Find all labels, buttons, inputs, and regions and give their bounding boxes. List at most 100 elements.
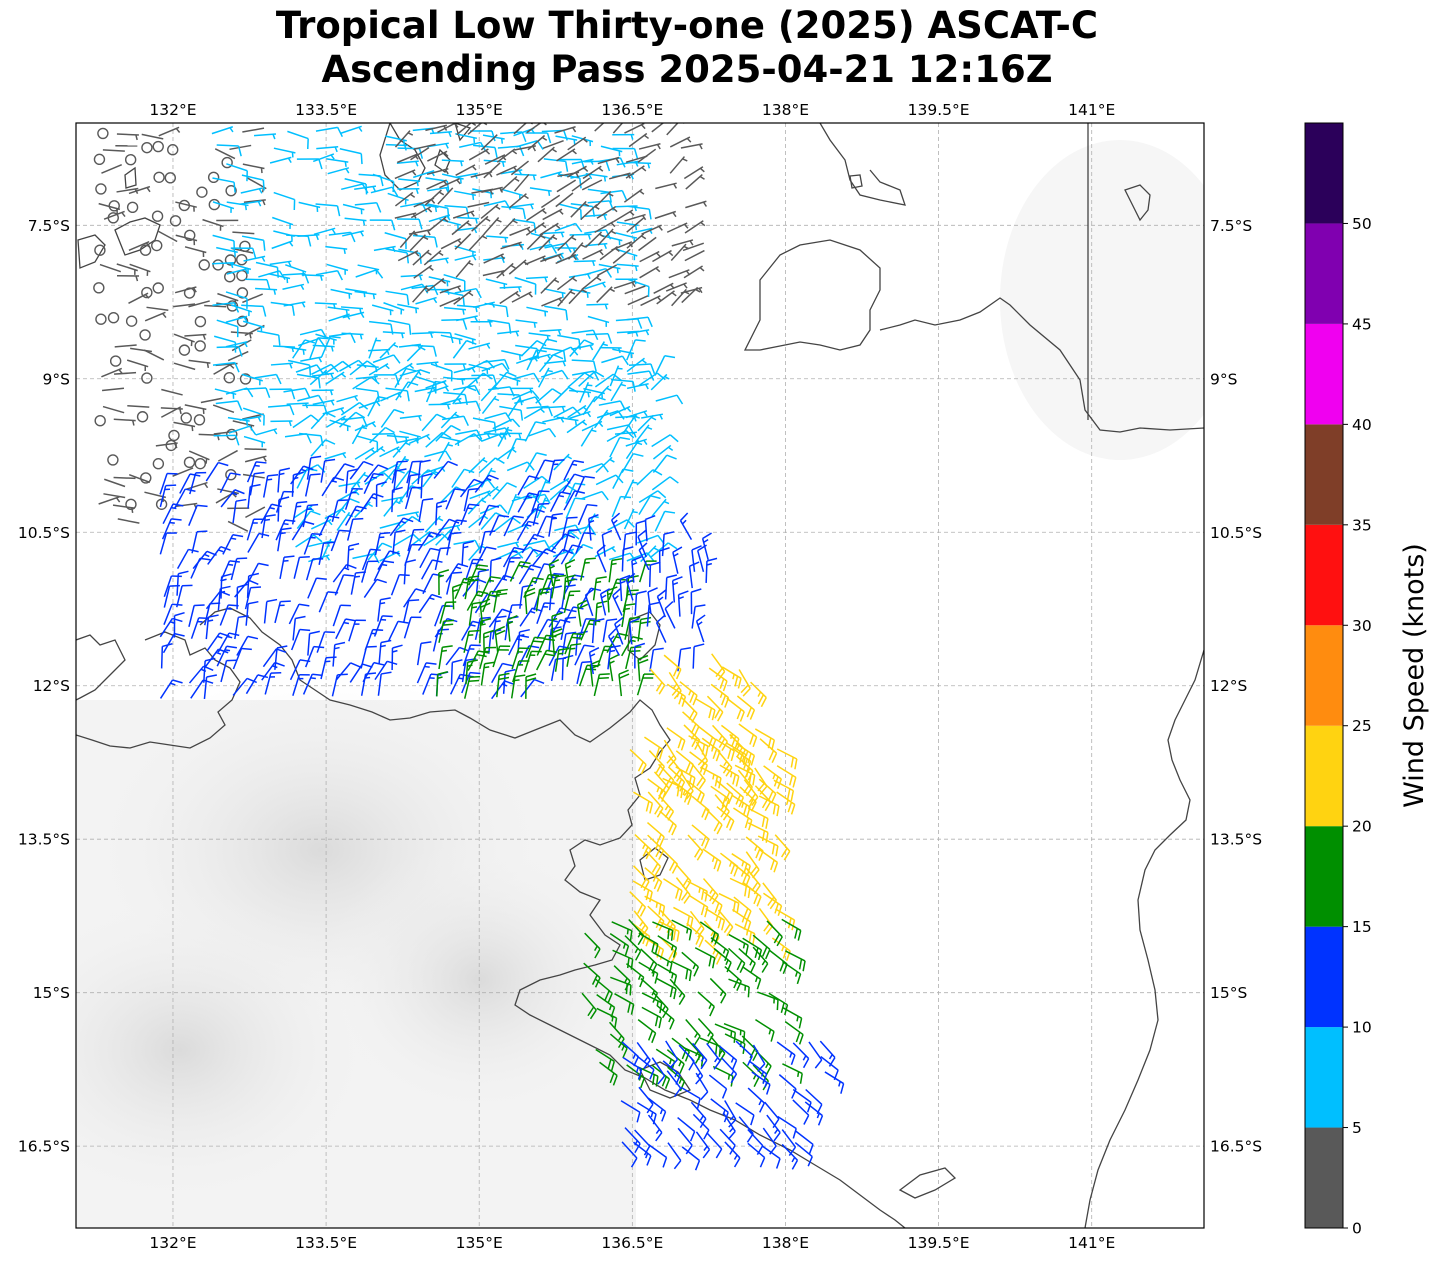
lat-tick-label-right: 10.5°S: [1210, 524, 1262, 542]
wind-barb: [557, 234, 577, 251]
wind-barb: [438, 569, 450, 595]
wind-barb: [781, 960, 802, 985]
wind-barb: [226, 201, 249, 211]
wind-barb: [708, 667, 728, 692]
calm-marker: [107, 454, 119, 466]
wind-barb: [792, 1042, 810, 1069]
wind-barb: [571, 177, 591, 192]
wind-barb: [242, 407, 265, 426]
lat-tick-label-left: 15°S: [33, 984, 70, 1002]
wind-barb: [249, 471, 265, 496]
wind-barb: [647, 1114, 663, 1142]
wind-barb: [623, 479, 638, 500]
wind-barb: [649, 647, 664, 672]
wind-barb: [247, 532, 270, 553]
wind-barb: [670, 243, 690, 262]
wind-barb: [654, 210, 677, 220]
wind-barb: [244, 448, 267, 451]
wind-barb: [781, 1129, 797, 1156]
wind-barb: [464, 558, 484, 581]
wind-barb: [335, 662, 361, 681]
wind-barb: [638, 1086, 654, 1114]
wind-barb: [295, 364, 324, 374]
wind-barb: [637, 414, 657, 432]
wind-barbs: [93, 123, 845, 1171]
wind-barb: [225, 291, 248, 309]
wind-barb: [536, 497, 550, 519]
wind-barb: [455, 132, 478, 143]
wind-barb: [724, 966, 742, 991]
wind-barb: [375, 481, 387, 507]
wind-barb: [478, 504, 500, 526]
wind-barb: [173, 303, 196, 308]
wind-barb: [203, 674, 217, 700]
wind-barb: [508, 259, 529, 275]
wind-barb: [591, 618, 605, 644]
wind-barb: [651, 123, 672, 133]
wind-barb: [427, 150, 449, 162]
wind-barb: [612, 123, 624, 134]
calm-marker: [139, 244, 152, 256]
wind-barb: [411, 332, 434, 339]
wind-barb: [374, 660, 398, 681]
wind-barb: [648, 750, 665, 777]
wind-barb: [703, 891, 723, 916]
wind-barb: [585, 231, 605, 248]
wind-barb: [512, 372, 540, 383]
wind-barb: [716, 806, 735, 831]
wind-barb: [255, 428, 278, 436]
wind-barb: [544, 360, 567, 367]
calm-marker: [224, 254, 237, 266]
calm-marker: [151, 239, 163, 252]
wind-barb: [637, 148, 657, 163]
wind-barb: [349, 663, 373, 683]
wind-barb: [647, 1097, 667, 1122]
wind-barb: [538, 234, 558, 251]
wind-barb: [691, 545, 702, 572]
wind-barb: [397, 188, 420, 195]
wind-barb: [758, 795, 780, 817]
wind-barb: [776, 748, 798, 770]
calm-marker: [93, 153, 106, 166]
wind-barb: [743, 882, 762, 907]
wind-barb: [324, 360, 352, 375]
lat-tick-label-left: 13.5°S: [18, 831, 70, 849]
colorbar-label: Wind Speed (knots): [1399, 543, 1430, 808]
wind-barb: [339, 148, 363, 165]
wind-barb: [794, 1141, 813, 1167]
wind-barb: [417, 531, 441, 552]
wind-barb: [385, 135, 407, 146]
wind-barb: [556, 148, 577, 162]
wind-barb: [236, 635, 259, 656]
wind-barb: [600, 145, 623, 157]
wind-barb: [709, 977, 727, 1004]
wind-barb: [394, 191, 416, 207]
wind-barb: [378, 639, 392, 665]
wind-barb: [241, 235, 266, 251]
wind-barb: [625, 439, 643, 460]
colorbar-tick-label: 35: [1352, 516, 1372, 534]
wind-barb: [290, 628, 311, 651]
wind-barb: [701, 532, 712, 560]
wind-barb: [757, 991, 779, 1011]
wind-barb: [626, 1064, 646, 1089]
wind-barb: [277, 467, 290, 493]
wind-barb: [212, 404, 235, 413]
wind-barb: [309, 337, 329, 359]
wind-barb: [536, 515, 557, 537]
wind-barb: [579, 587, 602, 608]
colorbar-bin: [1305, 424, 1343, 525]
wind-barb: [312, 344, 335, 352]
wind-barb: [430, 363, 453, 382]
wind-barb: [554, 126, 577, 134]
wind-barb: [331, 463, 355, 483]
wind-barb: [479, 530, 496, 554]
wind-barb: [475, 546, 497, 567]
wind-barb: [637, 654, 649, 682]
wind-barb: [784, 1021, 804, 1045]
calm-marker: [95, 313, 107, 325]
wind-barb: [212, 177, 236, 193]
wind-barb: [695, 614, 706, 643]
wind-barb: [480, 383, 499, 402]
wind-barb: [256, 330, 281, 346]
